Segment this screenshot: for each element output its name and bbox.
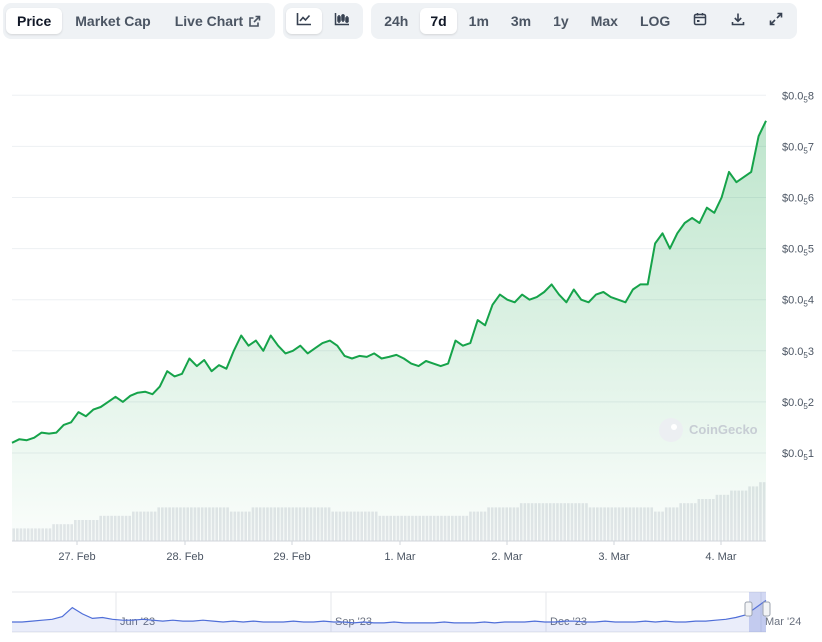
range-1m[interactable]: 1m <box>468 13 489 29</box>
range-group: 24h 7d 1m 3m 1y Max LOG <box>371 3 798 39</box>
navigator-line <box>12 599 767 624</box>
tab-market-cap[interactable]: Market Cap <box>75 13 151 29</box>
coingecko-watermark: CoinGecko <box>659 418 758 442</box>
navigator-ticks: Jun '23 Sep '23 Dec '23 Mar '24 <box>115 592 801 632</box>
y-axis-labels: $0.058 $0.057 $0.056 $0.055 $0.054 $0.053 $0.0… <box>782 90 814 462</box>
coingecko-logo-icon <box>659 418 683 442</box>
y-tick-label: $0.051 <box>782 448 814 462</box>
y-tick-label: $0.054 <box>782 295 814 309</box>
navigator-right-handle[interactable] <box>762 601 771 617</box>
range-1y[interactable]: 1y <box>553 13 569 29</box>
y-tick-label: $0.056 <box>782 193 814 207</box>
navigator-tick-label: Jun '23 <box>120 616 155 628</box>
tab-live-chart-label: Live Chart <box>174 13 244 29</box>
chart-style-group <box>283 3 364 39</box>
line-chart-icon <box>296 12 312 31</box>
navigator-left-handle[interactable] <box>744 601 753 617</box>
price-line <box>11 120 767 444</box>
y-tick-label: $0.052 <box>782 397 814 411</box>
navigator-selection[interactable] <box>749 592 766 632</box>
x-tick-label: 29. Feb <box>273 551 310 563</box>
price-area <box>12 120 766 542</box>
x-tick-label: 2. Mar <box>491 551 523 563</box>
y-tick-label: $0.058 <box>782 90 814 104</box>
tab-price[interactable]: Price <box>6 8 63 34</box>
navigator-tick-label: Dec '23 <box>550 616 587 628</box>
log-scale-toggle[interactable]: LOG <box>639 13 671 29</box>
candlestick-chart-icon <box>334 12 350 31</box>
external-link-icon <box>248 15 261 28</box>
expand-icon <box>769 12 783 31</box>
range-3m[interactable]: 3m <box>510 13 532 29</box>
y-tick-label: $0.057 <box>782 141 814 155</box>
tab-live-chart[interactable]: Live Chart <box>164 8 272 34</box>
range-24h[interactable]: 24h <box>384 13 409 29</box>
watermark-text: CoinGecko <box>689 422 758 437</box>
download-icon <box>731 12 745 31</box>
navigator-tick-label: Mar '24 <box>765 616 801 628</box>
y-tick-label: $0.053 <box>782 346 814 360</box>
navigator-tick-label: Sep '23 <box>335 616 372 628</box>
x-tick-label: 28. Feb <box>166 551 203 563</box>
download-button[interactable] <box>720 8 756 34</box>
fullscreen-button[interactable] <box>758 8 794 34</box>
view-tab-group: Price Market Cap Live Chart <box>3 3 276 39</box>
calendar-button[interactable] <box>682 8 718 34</box>
x-tick-label: 27. Feb <box>58 551 95 563</box>
x-tick-label: 4. Mar <box>705 551 737 563</box>
calendar-icon <box>693 12 707 31</box>
x-axis-labels: 27. Feb 28. Feb 29. Feb 1. Mar 2. Mar 3. Mar 4… <box>58 541 737 563</box>
chart-toolbar: Price Market Cap Live Chart <box>3 3 798 39</box>
navigator-area <box>12 600 766 632</box>
range-max[interactable]: Max <box>590 13 618 29</box>
x-tick-label: 1. Mar <box>384 551 416 563</box>
x-tick-label: 3. Mar <box>598 551 630 563</box>
candlestick-chart-button[interactable] <box>324 8 360 34</box>
line-chart-button[interactable] <box>286 8 323 34</box>
range-7d[interactable]: 7d <box>420 8 457 34</box>
y-tick-label: $0.055 <box>782 244 814 258</box>
range-navigator[interactable]: Jun '23 Sep '23 Dec '23 Mar '24 <box>12 591 801 633</box>
